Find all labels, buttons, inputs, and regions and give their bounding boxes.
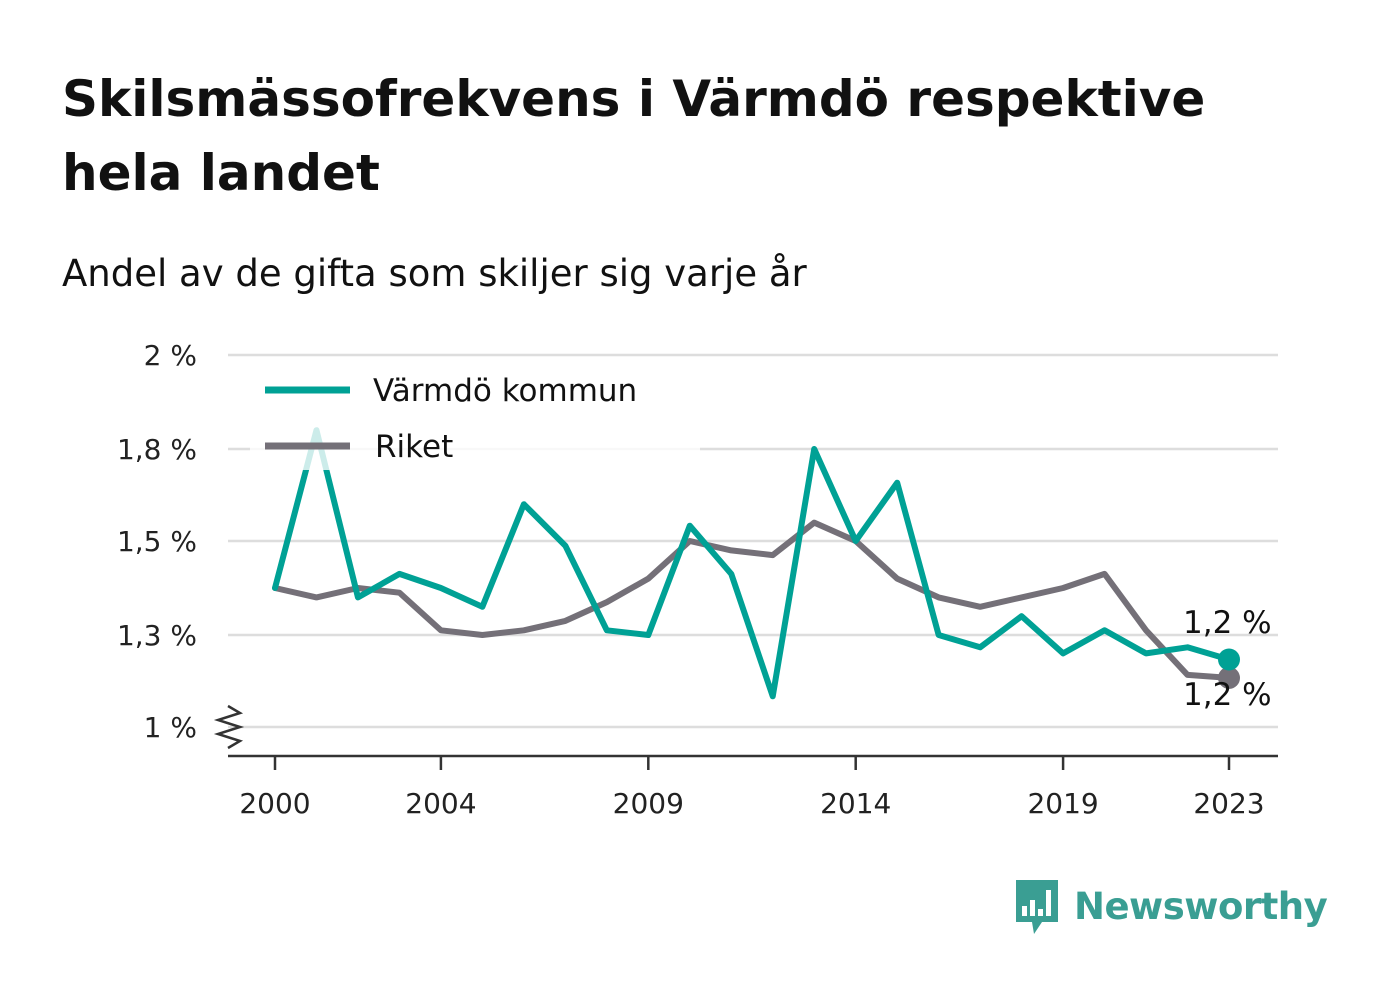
y-tick-label: 1,5 %: [117, 525, 197, 558]
end-label-riket: 1,2 %: [1183, 677, 1272, 713]
legend: Värmdö kommun Riket: [250, 366, 700, 470]
series-line-varmdo: [272, 427, 1232, 700]
grid-lines: [228, 353, 1278, 729]
x-tick-label: 2019: [1027, 787, 1098, 820]
x-tick-label: 2004: [405, 787, 476, 820]
newsworthy-logo-icon: [1016, 880, 1058, 934]
brand-logo: Newsworthy: [1012, 876, 1328, 936]
x-tick-label: 2009: [613, 787, 684, 820]
y-tick-label: 1,3 %: [117, 619, 197, 652]
chart-title: Skilsmässofrekvens i Värmdö respektive h…: [62, 70, 1206, 202]
x-tick-label: 2000: [239, 787, 310, 820]
brand-name: Newsworthy: [1074, 884, 1328, 928]
y-tick-label: 2 %: [144, 339, 197, 372]
x-tick-label: 2023: [1193, 787, 1264, 820]
y-tick-label: 1,8 %: [117, 433, 197, 466]
series-endpoint-riket: [1218, 666, 1240, 689]
axis-break-icon: [213, 704, 245, 750]
legend-label-varmdo: Värmdö kommun: [373, 373, 637, 409]
y-tick-label: 1 %: [144, 711, 197, 744]
series-endpoint-varmdo: [1218, 648, 1240, 671]
x-tick-label: 2014: [820, 787, 891, 820]
legend-background: [250, 366, 700, 470]
series-lines: [272, 427, 1240, 700]
end-label-varmdo: 1,2 %: [1183, 605, 1272, 641]
series-line-riket: [272, 519, 1232, 681]
end-labels: 1,2 % 1,2 %: [1183, 605, 1272, 713]
y-axis-ticks: 1 % 1,3 % 1,5 % 1,8 % 2 %: [117, 339, 245, 750]
x-axis: 2000 2004 2009 2014 2019 2023: [228, 754, 1278, 820]
legend-label-riket: Riket: [375, 429, 453, 465]
chart-subtitle: Andel av de gifta som skiljer sig varje …: [62, 252, 807, 295]
